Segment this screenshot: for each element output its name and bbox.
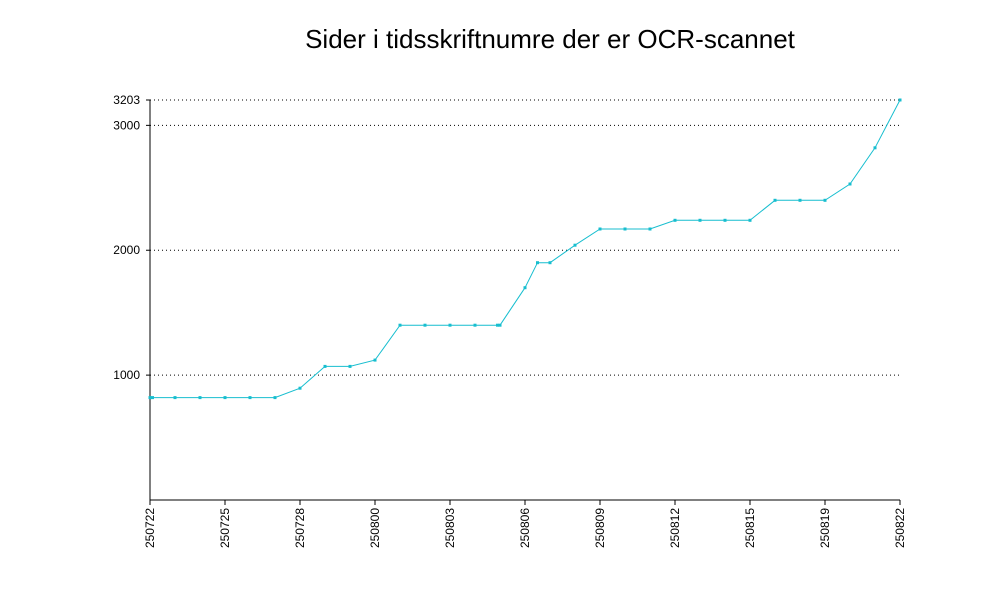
data-point <box>523 286 527 290</box>
x-tick-labels: 250722 250725 250728 250800 250803 250806 2508… <box>143 508 907 548</box>
data-point <box>373 358 377 362</box>
data-point <box>498 323 502 327</box>
data-point <box>223 396 227 400</box>
data-point <box>673 218 677 222</box>
chart-title: Sider i tidsskriftnumre der er OCR-scann… <box>305 24 795 54</box>
data-point <box>723 218 727 222</box>
x-tick-label: 250822 <box>893 508 907 548</box>
y-tick-label: 2000 <box>113 243 140 257</box>
grid-lines <box>150 99 900 376</box>
data-point <box>773 198 777 202</box>
x-tick-label: 250806 <box>518 508 532 548</box>
x-tick-label: 250819 <box>818 508 832 548</box>
x-tick-label: 250728 <box>293 508 307 548</box>
x-tick-label: 250725 <box>218 508 232 548</box>
y-tick-label: 3000 <box>113 118 140 132</box>
x-tick-label: 250800 <box>368 508 382 548</box>
data-point <box>348 364 352 368</box>
axes <box>146 99 901 505</box>
data-point <box>148 396 152 400</box>
x-tick-label: 250812 <box>668 508 682 548</box>
x-tick-label: 250722 <box>143 508 157 548</box>
data-point <box>496 323 499 327</box>
data-point <box>448 323 452 327</box>
data-point <box>573 243 577 247</box>
series <box>148 98 902 400</box>
y-tick-labels: 3203 3000 2000 1000 <box>113 93 140 382</box>
data-point <box>536 261 539 265</box>
data-point <box>698 218 702 222</box>
data-point <box>298 386 302 390</box>
data-point <box>323 364 327 368</box>
data-point <box>198 396 202 400</box>
data-point <box>248 396 252 400</box>
data-point <box>623 227 627 231</box>
data-point <box>848 182 852 186</box>
y-tick-label: 1000 <box>113 368 140 382</box>
data-point <box>898 98 902 102</box>
data-point <box>598 227 602 231</box>
data-point <box>151 396 154 400</box>
series-line <box>150 99 901 399</box>
data-point <box>648 227 652 231</box>
x-tick-label: 250815 <box>743 508 757 548</box>
data-point <box>273 396 277 400</box>
data-point <box>473 323 477 327</box>
x-tick-label: 250809 <box>593 508 607 548</box>
data-point <box>873 146 877 150</box>
data-point <box>398 323 402 327</box>
data-point <box>173 396 177 400</box>
data-point <box>548 261 552 265</box>
x-tick-label: 250803 <box>443 508 457 548</box>
data-point <box>823 198 827 202</box>
data-point <box>798 198 802 202</box>
data-point <box>748 218 752 222</box>
data-point <box>423 323 427 327</box>
y-tick-label: 3203 <box>113 93 140 107</box>
